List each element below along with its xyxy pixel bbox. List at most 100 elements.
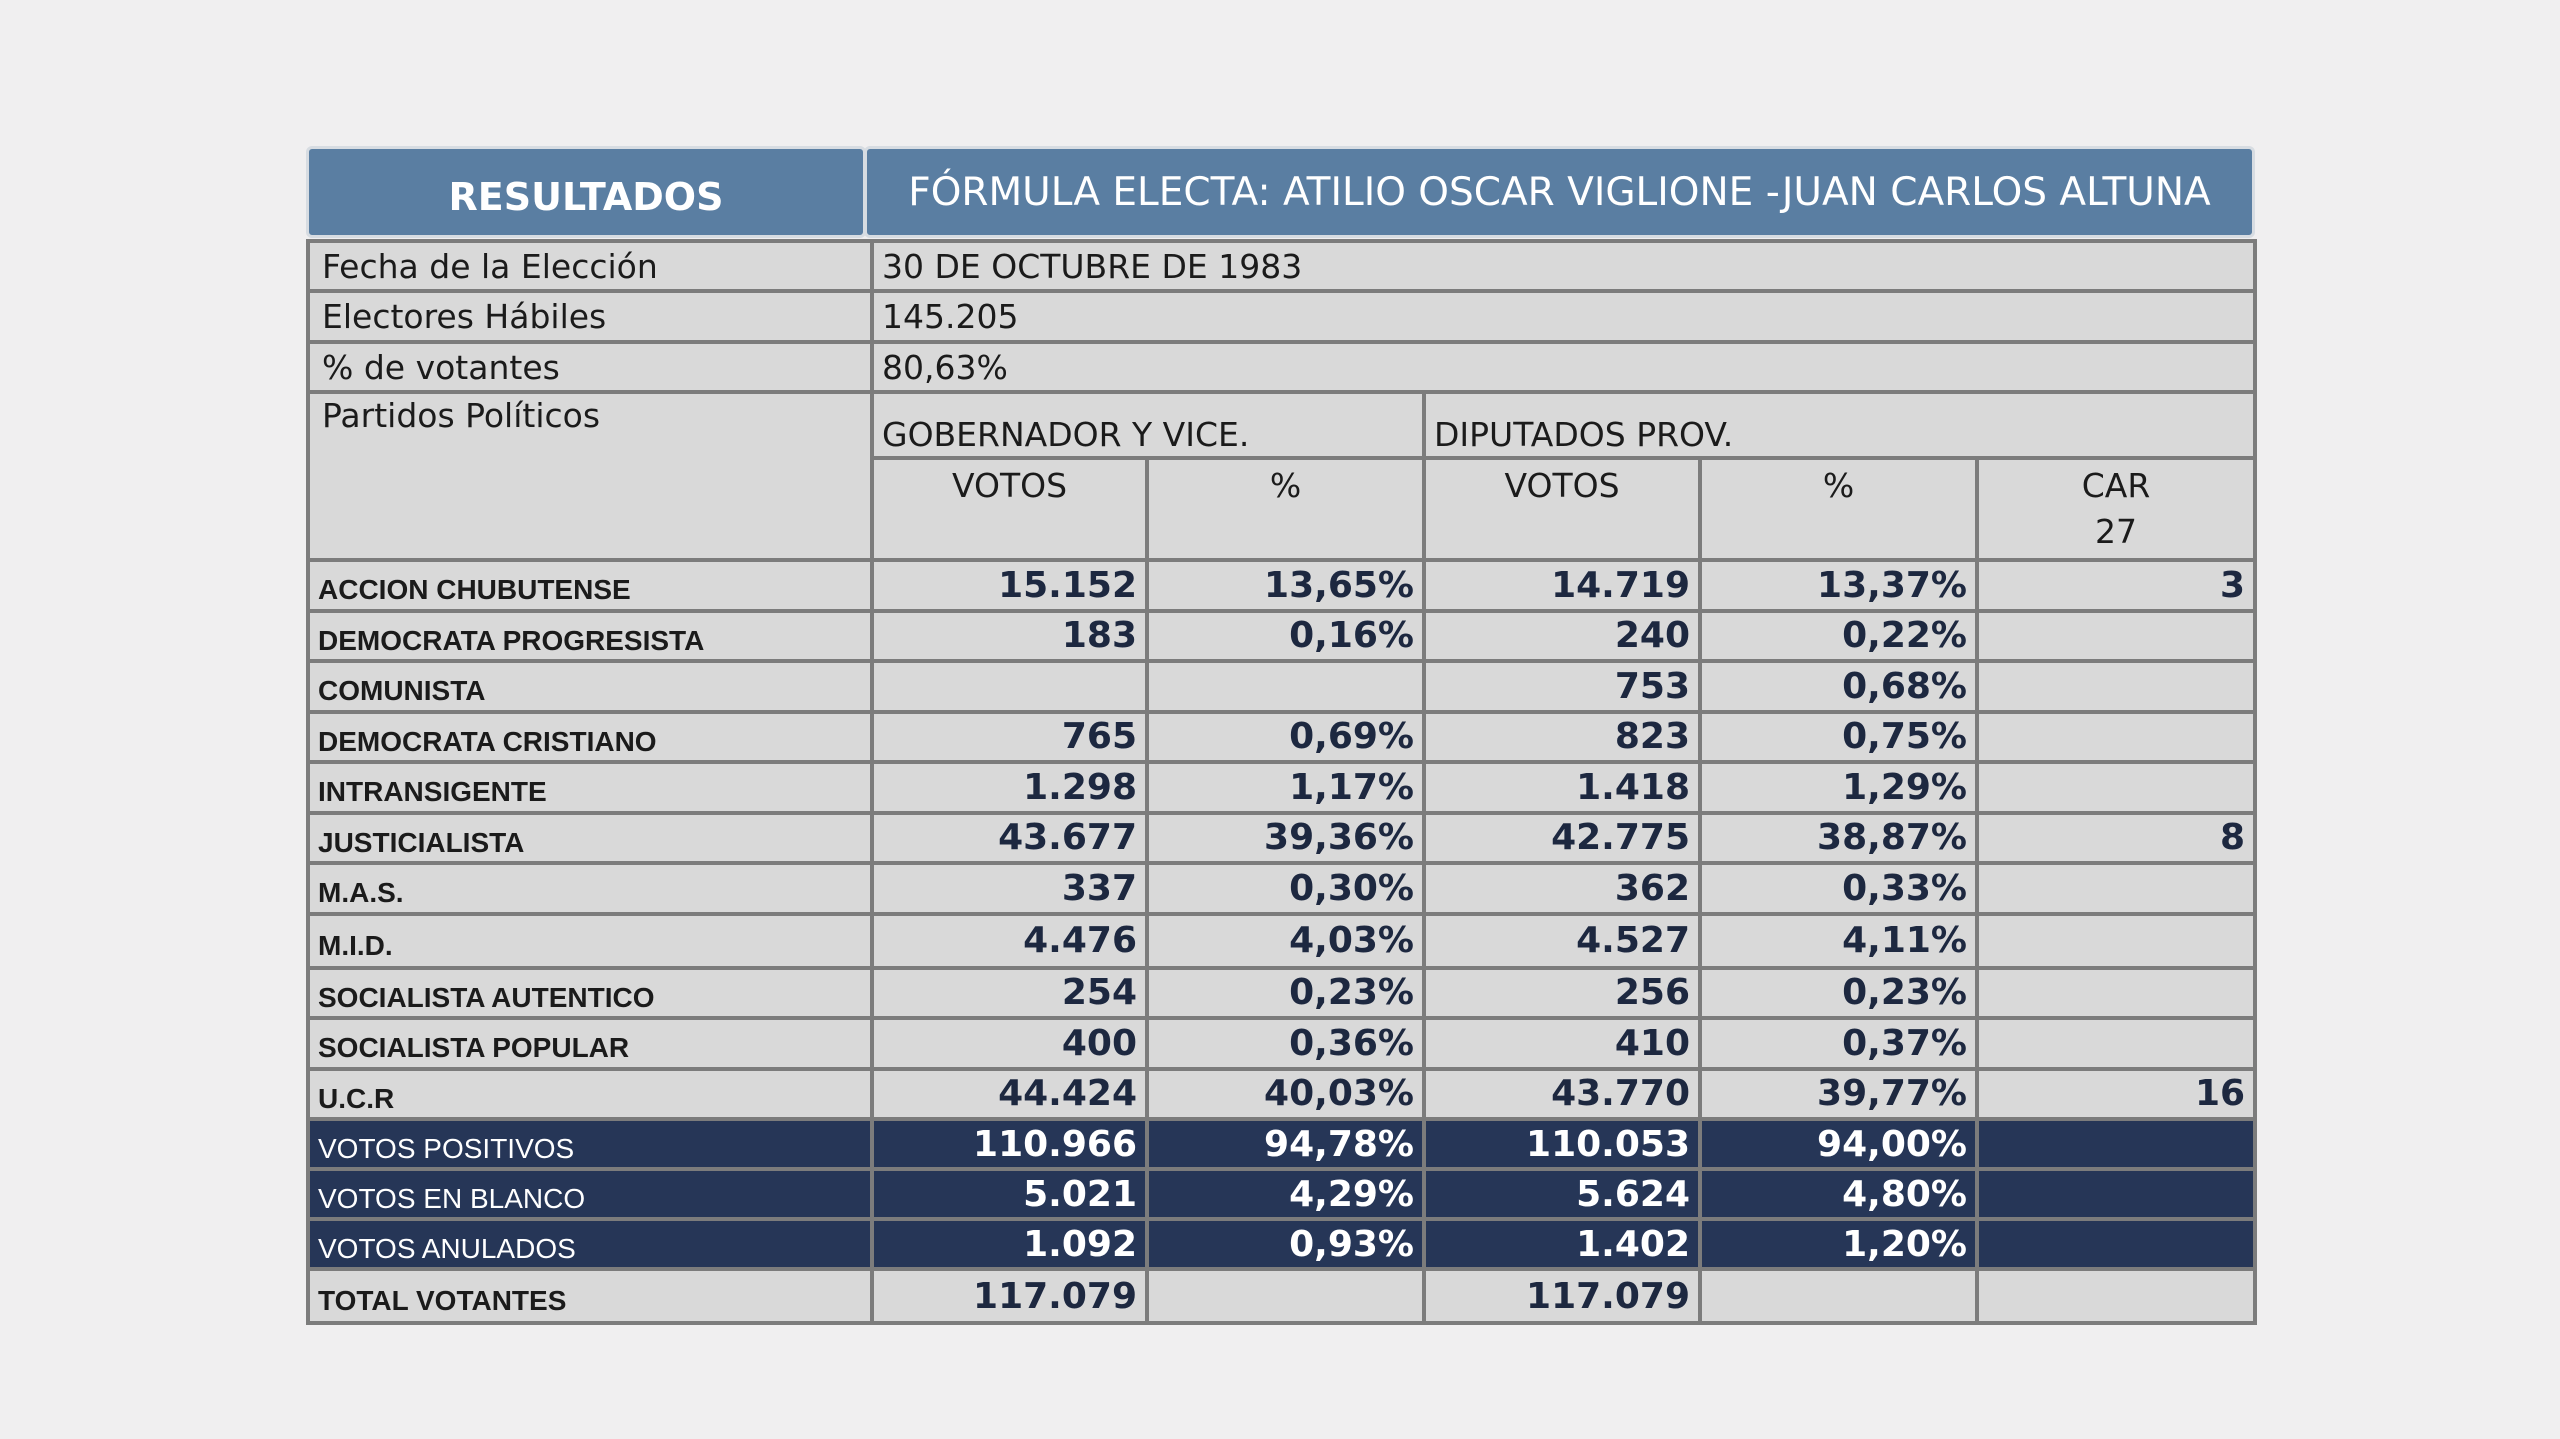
party-rows: ACCION CHUBUTENSE 15.152 13,65% 14.719 13,37… [306,558,2258,1121]
table-row: VOTOS ANULADOS 1.092 0,93% 1.402 1,20% [306,1217,2258,1271]
dip-pct: 38,87% [1698,810,1979,865]
car-seats [1974,1217,2258,1271]
table-row: TOTAL VOTANTES 117.079 117.079 [306,1267,2258,1325]
table-row: COMUNISTA 753 0,68% [306,659,2258,714]
gob-pct: 4,29% [1145,1167,1426,1221]
dip-votos: 256 [1422,965,1702,1020]
column-group-row: Partidos Políticos GOBERNADOR Y VICE. DI… [306,390,2258,562]
gob-pct: 0,16% [1145,608,1426,663]
dip-pct: 0,23% [1698,965,1979,1020]
gob-pct: 1,17% [1145,760,1426,815]
table-row: VOTOS POSITIVOS 110.966 94,78% 110.053 94,00… [306,1117,2258,1171]
gob-votos: 254 [870,965,1149,1020]
gob-votos: 15.152 [870,558,1149,613]
party-name: SOCIALISTA AUTENTICO [306,965,874,1020]
dip-pct: 4,80% [1698,1167,1979,1221]
dip-pct: 39,77% [1698,1066,1979,1121]
table-row: SOCIALISTA POPULAR 400 0,36% 410 0,37% [306,1016,2258,1071]
dip-votos: 1.402 [1422,1217,1702,1271]
gob-votos-header: VOTOS [870,456,1149,562]
dip-votos: 42.775 [1422,810,1702,865]
car-seats [1974,1117,2258,1171]
results-header: RESULTADOS [306,146,866,238]
table-row: INTRANSIGENTE 1.298 1,17% 1.418 1,29% [306,760,2258,815]
table-row: JUSTICIALISTA 43.677 39,36% 42.775 38,87% 8 [306,810,2258,865]
gob-votos: 183 [870,608,1149,663]
dip-pct: 1,29% [1698,760,1979,815]
gob-pct: 94,78% [1145,1117,1426,1171]
car-seats [1974,1167,2258,1221]
dip-votos: 362 [1422,861,1702,916]
fecha-row: Fecha de la Elección 30 DE OCTUBRE DE 19… [306,239,2258,293]
dip-votos: 240 [1422,608,1702,663]
table-row: VOTOS EN BLANCO 5.021 4,29% 5.624 4,80% [306,1167,2258,1221]
dip-pct: 13,37% [1698,558,1979,613]
car-seats [1974,608,2258,663]
dip-votos: 43.770 [1422,1066,1702,1121]
table-row: M.I.D. 4.476 4,03% 4.527 4,11% [306,911,2258,970]
gob-pct: 40,03% [1145,1066,1426,1121]
party-name: DEMOCRATA CRISTIANO [306,709,874,764]
car-seats [1974,659,2258,714]
votantes-row: % de votantes 80,63% [306,340,2258,394]
results-table: Fecha de la Elección 30 DE OCTUBRE DE 19… [306,239,2258,1325]
table-row: M.A.S. 337 0,30% 362 0,33% [306,861,2258,916]
car-seats [1974,911,2258,970]
dip-pct: 94,00% [1698,1117,1979,1171]
table-row: U.C.R 44.424 40,03% 43.770 39,77% 16 [306,1066,2258,1121]
dip-votos: 5.624 [1422,1167,1702,1221]
dip-pct: 0,37% [1698,1016,1979,1071]
gob-pct: 0,93% [1145,1217,1426,1271]
gob-votos: 400 [870,1016,1149,1071]
party-name: M.A.S. [306,861,874,916]
car-seats: 16 [1974,1066,2258,1121]
party-name: U.C.R [306,1066,874,1121]
table-row: SOCIALISTA AUTENTICO 254 0,23% 256 0,23% [306,965,2258,1020]
party-name: COMUNISTA [306,659,874,714]
dip-pct: 0,68% [1698,659,1979,714]
dip-pct: 0,22% [1698,608,1979,663]
car-seats [1974,760,2258,815]
gob-pct: 0,36% [1145,1016,1426,1071]
car-count: 27 [2095,512,2138,551]
table-row: DEMOCRATA PROGRESISTA 183 0,16% 240 0,22% [306,608,2258,663]
dip-votos-header: VOTOS [1422,456,1702,562]
dip-votos: 14.719 [1422,558,1702,613]
gob-pct: 13,65% [1145,558,1426,613]
results-title: RESULTADOS [448,175,724,219]
gob-pct-header: % [1145,456,1426,562]
car-seats [1974,861,2258,916]
dip-pct [1698,1267,1979,1325]
gob-votos [870,659,1149,714]
gob-pct: 39,36% [1145,810,1426,865]
electores-label: Electores Hábiles [306,289,874,344]
gob-votos: 337 [870,861,1149,916]
fecha-value: 30 DE OCTUBRE DE 1983 [869,239,2258,293]
gob-votos: 44.424 [870,1066,1149,1121]
car-seats [1974,709,2258,764]
gob-pct: 0,23% [1145,965,1426,1020]
formula-title: FÓRMULA ELECTA: ATILIO OSCAR VIGLIONE -J… [908,169,2211,215]
gob-pct [1145,1267,1426,1325]
dip-votos: 823 [1422,709,1702,764]
electores-row: Electores Hábiles 145.205 [306,289,2258,344]
dip-votos: 4.527 [1422,911,1702,970]
gob-votos: 1.092 [870,1217,1149,1271]
diputados-header: DIPUTADOS PROV. [1421,390,2258,460]
party-name: SOCIALISTA POPULAR [306,1016,874,1071]
car-seats [1974,1016,2258,1071]
electores-value: 145.205 [869,289,2258,344]
party-name: ACCION CHUBUTENSE [306,558,874,613]
dip-pct: 0,75% [1698,709,1979,764]
fecha-label: Fecha de la Elección [306,239,874,293]
party-name: TOTAL VOTANTES [306,1267,874,1325]
party-name: VOTOS EN BLANCO [306,1167,874,1221]
gob-votos: 5.021 [870,1167,1149,1221]
partidos-header: Partidos Políticos [306,390,874,562]
gob-votos: 765 [870,709,1149,764]
table-row: ACCION CHUBUTENSE 15.152 13,65% 14.719 13,37… [306,558,2258,613]
gob-votos: 117.079 [870,1267,1149,1325]
total-rows: TOTAL VOTANTES 117.079 117.079 [306,1267,2258,1325]
car-seats [1974,965,2258,1020]
gob-votos: 4.476 [870,911,1149,970]
